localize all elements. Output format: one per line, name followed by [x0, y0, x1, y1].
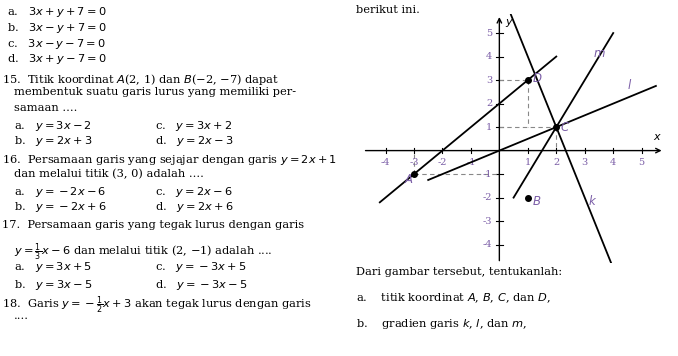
Text: 4: 4	[610, 158, 616, 167]
Text: ....: ....	[14, 310, 29, 320]
Text: b.   $3x - y + 7 = 0$: b. $3x - y + 7 = 0$	[7, 21, 107, 35]
Text: berikut ini.: berikut ini.	[356, 5, 420, 15]
Text: 1: 1	[486, 122, 492, 132]
Text: a.   $y = 3x - 2$: a. $y = 3x - 2$	[14, 119, 92, 132]
Text: $\mathit{A}$: $\mathit{A}$	[404, 173, 414, 187]
Text: $\mathit{C}$: $\mathit{C}$	[560, 121, 570, 134]
Text: b.    gradien garis $k$, $l$, dan $m$,: b. gradien garis $k$, $l$, dan $m$,	[356, 317, 527, 331]
Text: 5: 5	[486, 28, 492, 37]
Text: 1: 1	[525, 158, 531, 167]
Text: 4: 4	[486, 52, 492, 61]
Text: $m$: $m$	[593, 47, 606, 59]
Text: a.   $3x + y + 7 = 0$: a. $3x + y + 7 = 0$	[7, 5, 106, 19]
Text: samaan ....: samaan ....	[14, 103, 77, 113]
Text: $\mathit{D}$: $\mathit{D}$	[532, 72, 542, 85]
Text: c.   $y = 2x - 6$: c. $y = 2x - 6$	[155, 185, 233, 199]
Text: -3: -3	[483, 216, 492, 226]
Text: 3: 3	[486, 75, 492, 85]
Text: -4: -4	[381, 158, 391, 167]
Text: $y$: $y$	[505, 17, 514, 28]
Text: dan melalui titik (3, 0) adalah ....: dan melalui titik (3, 0) adalah ....	[14, 169, 204, 179]
Text: c.   $y = 3x + 2$: c. $y = 3x + 2$	[155, 119, 233, 132]
Text: d.   $3x + y - 7 = 0$: d. $3x + y - 7 = 0$	[7, 52, 107, 66]
Text: 2: 2	[553, 158, 559, 167]
Text: c.   $y = -3x + 5$: c. $y = -3x + 5$	[155, 260, 247, 274]
Text: $x$: $x$	[653, 132, 662, 142]
Text: -1: -1	[466, 158, 476, 167]
Text: b.   $y = -2x + 6$: b. $y = -2x + 6$	[14, 200, 107, 214]
Text: $l$: $l$	[627, 78, 633, 93]
Text: 15.  Titik koordinat $A$(2, 1) dan $B$($-$2, $-$7) dapat: 15. Titik koordinat $A$(2, 1) dan $B$($-…	[2, 72, 279, 87]
Text: a.    titik koordinat $A$, $B$, $C$, dan $D$,: a. titik koordinat $A$, $B$, $C$, dan $D…	[356, 292, 551, 305]
Text: d.   $y = -3x - 5$: d. $y = -3x - 5$	[155, 278, 247, 292]
Text: c.   $3x - y - 7 = 0$: c. $3x - y - 7 = 0$	[7, 37, 106, 51]
Text: -2: -2	[438, 158, 447, 167]
Text: -4: -4	[483, 240, 492, 249]
Text: $y = \frac{1}{3}x - 6$ dan melalui titik (2, $-$1) adalah ....: $y = \frac{1}{3}x - 6$ dan melalui titik…	[14, 242, 273, 263]
Text: $\mathit{B}$: $\mathit{B}$	[532, 195, 542, 208]
Text: 3: 3	[582, 158, 588, 167]
Text: 18.  Garis $y = -\frac{1}{2}x + 3$ akan tegak lurus dengan garis: 18. Garis $y = -\frac{1}{2}x + 3$ akan t…	[2, 295, 311, 316]
Text: Dari gambar tersebut, tentukanlah:: Dari gambar tersebut, tentukanlah:	[356, 267, 562, 277]
Text: -3: -3	[410, 158, 419, 167]
Text: membentuk suatu garis lurus yang memiliki per-: membentuk suatu garis lurus yang memilik…	[14, 87, 296, 97]
Text: d.   $y = 2x + 6$: d. $y = 2x + 6$	[155, 200, 234, 214]
Text: -1: -1	[483, 169, 492, 179]
Text: b.   $y = 3x - 5$: b. $y = 3x - 5$	[14, 278, 93, 292]
Text: b.   $y = 2x + 3$: b. $y = 2x + 3$	[14, 134, 93, 148]
Text: 16.  Persamaan garis yang sejajar dengan garis $y = 2x +1$: 16. Persamaan garis yang sejajar dengan …	[2, 153, 337, 167]
Text: 5: 5	[639, 158, 645, 167]
Text: 2: 2	[486, 99, 492, 108]
Text: a.   $y = -2x - 6$: a. $y = -2x - 6$	[14, 185, 106, 199]
Text: $k$: $k$	[588, 194, 597, 208]
Text: a.   $y = 3x + 5$: a. $y = 3x + 5$	[14, 260, 92, 274]
Text: -2: -2	[483, 193, 492, 202]
Text: 17.  Persamaan garis yang tegak lurus dengan garis: 17. Persamaan garis yang tegak lurus den…	[2, 220, 304, 230]
Text: d.   $y = 2x - 3$: d. $y = 2x - 3$	[155, 134, 234, 148]
